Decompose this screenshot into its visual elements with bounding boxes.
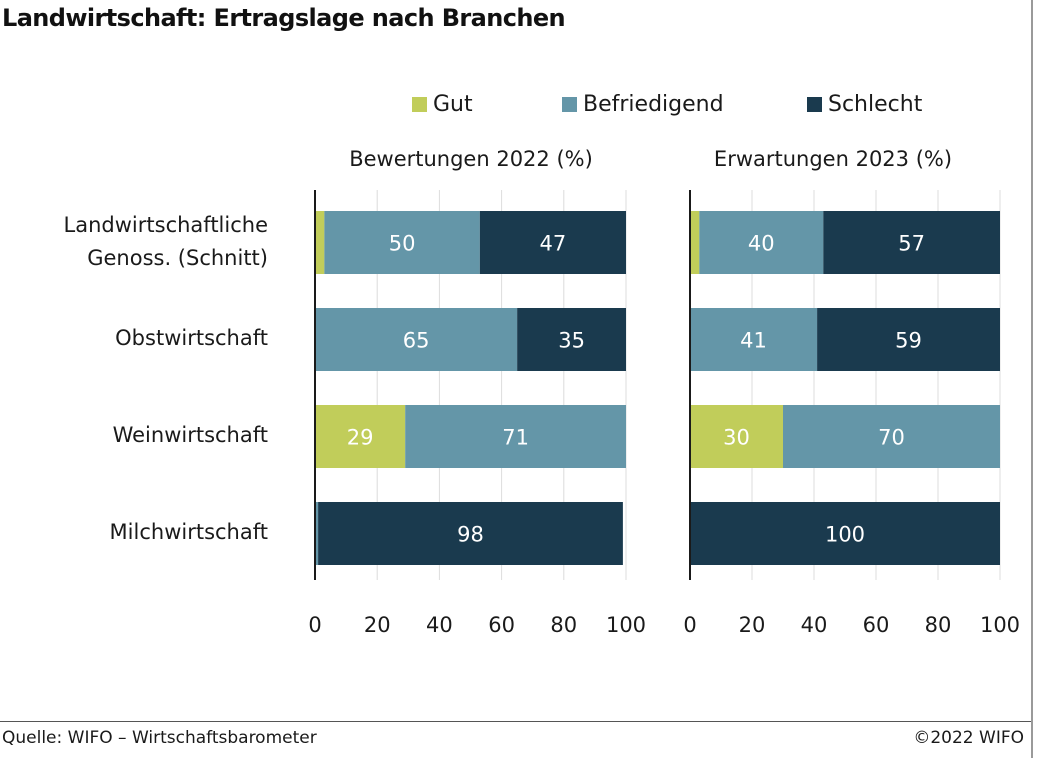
footer-source: Quelle: WIFO – Wirtschaftsbarometer <box>2 728 317 748</box>
x-tick-label-2023: 20 <box>739 613 766 637</box>
legend-item-befriedigend: Befriedigend <box>562 92 724 117</box>
bar-segment-gut-2022 <box>315 405 406 468</box>
x-tick-label-2023: 60 <box>863 613 890 637</box>
bar-segment-schlecht-2023 <box>817 308 1000 371</box>
bar-segment-gut-2022 <box>315 211 325 274</box>
bar-segment-befriedigend-2022 <box>315 308 518 371</box>
legend: Gut Befriedigend Schlecht <box>0 92 1038 122</box>
legend-item-schlecht: Schlecht <box>807 92 922 117</box>
bar-value-label-2023: 40 <box>748 232 775 256</box>
bar-value-label-2022: 65 <box>403 329 430 353</box>
bar-segment-schlecht-2022 <box>479 211 626 274</box>
bar-segment-befriedigend-2022 <box>315 502 319 565</box>
panel-title-2022: Bewertungen 2022 (%) <box>349 147 593 171</box>
bar-segment-befriedigend-2022 <box>324 211 480 274</box>
x-tick-label-2022: 20 <box>364 613 391 637</box>
bar-segment-befriedigend-2022 <box>405 405 626 468</box>
bar-value-label-2023: 100 <box>825 523 865 547</box>
bar-segment-schlecht-2022 <box>318 502 623 565</box>
category-label-landwirtschaftliche-genoss: Landwirtschaftliche Genoss. (Schnitt) <box>64 209 268 275</box>
bar-value-label-2022: 71 <box>502 426 529 450</box>
category-label-weinwirtschaft: Weinwirtschaft <box>112 423 268 447</box>
bar-segment-gut-2023 <box>690 405 783 468</box>
footer-copyright: ©2022 WIFO <box>913 728 1024 748</box>
bar-value-label-2022: 29 <box>347 426 374 450</box>
bar-segment-befriedigend-2023 <box>690 308 818 371</box>
x-tick-label-2023: 0 <box>683 613 696 637</box>
legend-swatch-schlecht <box>807 97 822 112</box>
panel-title-2023: Erwartungen 2023 (%) <box>713 147 953 171</box>
x-tick-label-2022: 0 <box>308 613 321 637</box>
bar-value-label-2022: 98 <box>457 523 484 547</box>
bar-value-label-2023: 57 <box>898 232 925 256</box>
bar-value-label-2022: 35 <box>558 329 585 353</box>
category-label-obstwirtschaft: Obstwirtschaft <box>115 326 268 350</box>
chart-title: Landwirtschaft: Ertragslage nach Branche… <box>2 4 566 32</box>
bar-value-label-2022: 50 <box>389 232 416 256</box>
page-border <box>1031 0 1033 758</box>
bar-segment-gut-2023 <box>690 211 700 274</box>
bar-value-label-2022: 47 <box>540 232 567 256</box>
x-tick-label-2022: 80 <box>550 613 577 637</box>
bar-value-label-2023: 41 <box>740 329 767 353</box>
bar-segment-befriedigend-2023 <box>783 405 1000 468</box>
x-tick-label-2023: 80 <box>925 613 952 637</box>
bar-segment-schlecht-2023 <box>823 211 1000 274</box>
bar-value-label-2023: 70 <box>878 426 905 450</box>
x-tick-label-2022: 40 <box>426 613 453 637</box>
category-label-line: Genoss. (Schnitt) <box>87 246 268 270</box>
category-label-milchwirtschaft: Milchwirtschaft <box>109 520 268 544</box>
legend-label-gut: Gut <box>433 92 473 117</box>
legend-swatch-befriedigend <box>562 97 577 112</box>
bar-segment-schlecht-2022 <box>517 308 626 371</box>
legend-label-befriedigend: Befriedigend <box>583 92 724 117</box>
bar-value-label-2023: 30 <box>723 426 750 450</box>
footer-divider <box>0 721 1031 722</box>
bar-segment-befriedigend-2023 <box>699 211 824 274</box>
legend-label-schlecht: Schlecht <box>828 92 923 117</box>
legend-swatch-gut <box>412 97 427 112</box>
x-tick-label-2022: 100 <box>606 613 646 637</box>
x-tick-label-2022: 60 <box>488 613 515 637</box>
category-label-line: Landwirtschaftliche <box>63 213 268 237</box>
bar-value-label-2023: 59 <box>895 329 922 353</box>
x-tick-label-2023: 40 <box>801 613 828 637</box>
legend-item-gut: Gut <box>412 92 473 117</box>
bar-segment-schlecht-2023 <box>690 502 1000 565</box>
x-tick-label-2023: 100 <box>980 613 1020 637</box>
